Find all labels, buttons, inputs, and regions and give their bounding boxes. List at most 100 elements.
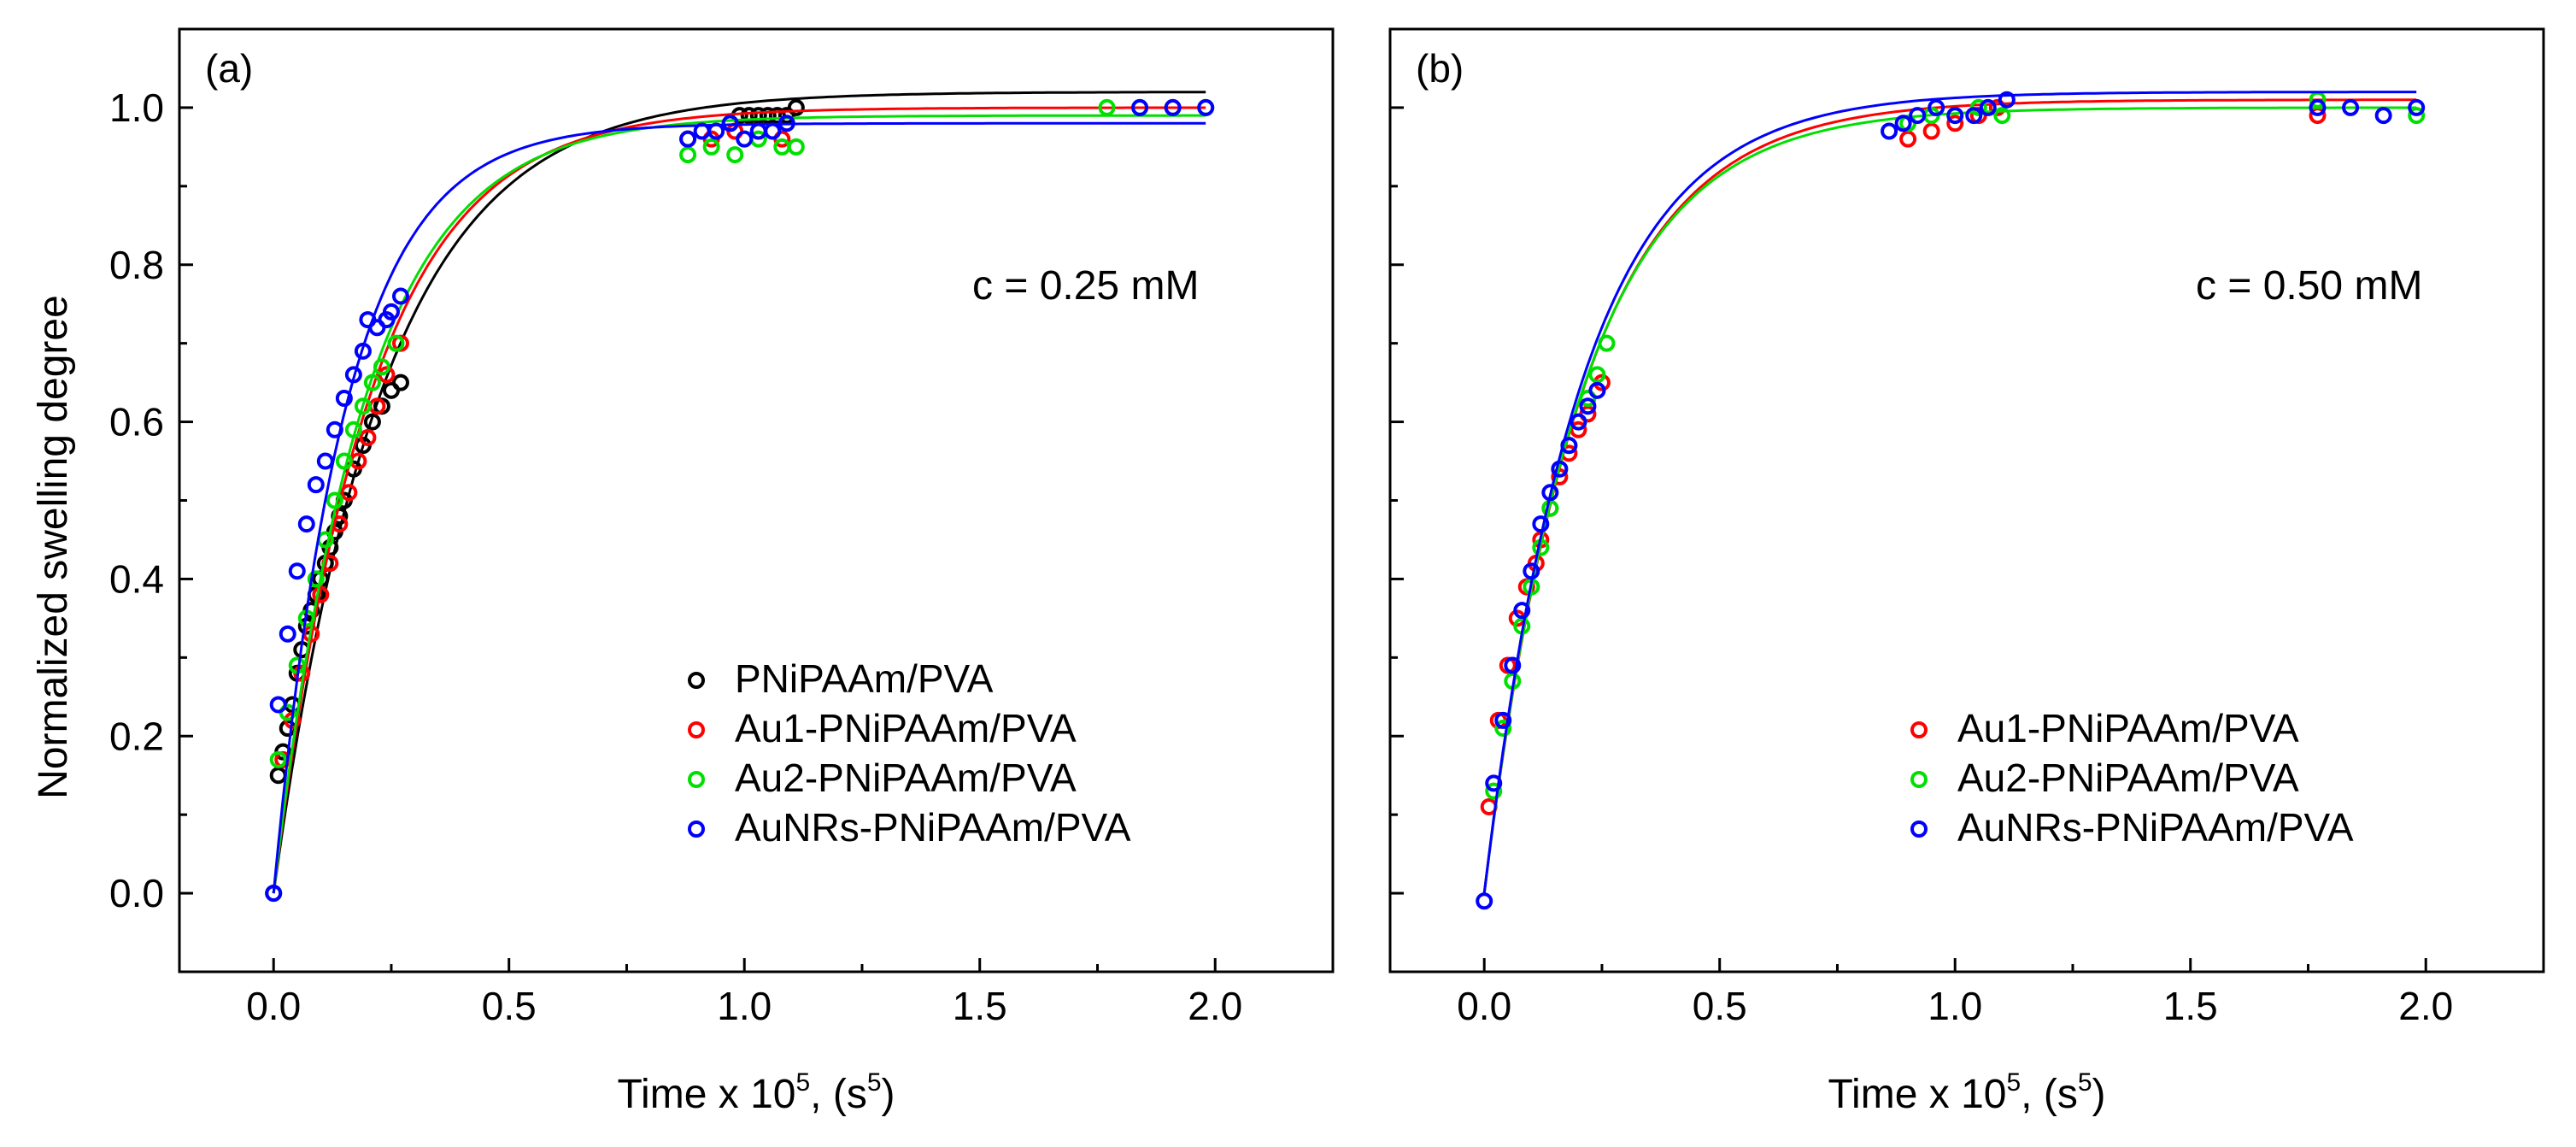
data-point-b-2-17 xyxy=(1946,107,1964,125)
data-point-b-2-15 xyxy=(1909,107,1927,125)
data-point-b-1-12 xyxy=(1598,334,1616,352)
x-tick-label-a-0: 0.0 xyxy=(246,984,301,1028)
x-tick-label-a-2: 1.0 xyxy=(717,984,772,1028)
data-point-a-2-7 xyxy=(335,452,353,470)
data-point-b-1-0 xyxy=(1485,782,1503,800)
x-axis-label-b-sup: 5 xyxy=(2006,1068,2021,1097)
data-point-b-2-3 xyxy=(1504,656,1522,674)
data-point-a-2-0 xyxy=(269,750,287,768)
data-point-a-2-18 xyxy=(787,138,805,156)
data-point-b-2-23 xyxy=(2374,107,2392,125)
data-point-b-2-5 xyxy=(1523,562,1540,580)
x-tick-label-b-4: 2.0 xyxy=(2398,984,2453,1028)
legend-marker-a-2 xyxy=(688,771,705,788)
x-tick-label-a-3: 1.5 xyxy=(953,984,1007,1028)
y-axis-label: Normalized swelling degree xyxy=(31,295,76,799)
x-tick-label-b-1: 0.5 xyxy=(1693,984,1747,1028)
data-point-a-3-15 xyxy=(391,287,409,305)
data-point-b-2-9 xyxy=(1560,437,1578,455)
data-point-b-2-10 xyxy=(1570,413,1587,431)
data-point-a-3-8 xyxy=(335,390,353,408)
data-point-a-2-11 xyxy=(373,358,390,376)
fit-curve-b-2 xyxy=(1482,91,2417,894)
y-tick-label-a-0: 0.0 xyxy=(109,871,164,915)
data-point-a-3-19 xyxy=(721,115,739,132)
legend-marker-b-2 xyxy=(1910,821,1928,838)
data-point-b-2-19 xyxy=(1979,98,1997,116)
data-point-a-1-7 xyxy=(340,484,358,502)
legend-marker-b-0 xyxy=(1910,721,1928,738)
data-point-a-3-25 xyxy=(1164,98,1182,116)
data-point-a-0-18 xyxy=(363,413,381,431)
data-point-b-2-7 xyxy=(1541,484,1559,502)
panel-a: 0.0 0.5 1.0 1.5 2.0 0.0 0.2 0.4 0.6 0.8 1.0 (a) c … xyxy=(109,27,1335,1028)
data-point-b-2-18 xyxy=(1965,107,1983,125)
fit-curve-a-3 xyxy=(272,121,1206,894)
x-axis-label-b-end: ) xyxy=(2092,1072,2106,1117)
data-point-b-1-11 xyxy=(1588,366,1606,384)
data-point-a-3-3 xyxy=(288,562,306,580)
data-point-b-2-14 xyxy=(1894,115,1912,132)
data-point-a-2-15 xyxy=(726,146,744,164)
data-point-a-0-25 xyxy=(749,107,767,125)
x-axis-label-b: Time x 105, (s5) xyxy=(1828,1068,2106,1117)
data-point-a-2-10 xyxy=(363,374,381,391)
data-point-b-1-1 xyxy=(1494,720,1512,738)
x-tick-label-a-1: 0.5 xyxy=(482,984,537,1028)
data-point-a-3-20 xyxy=(736,130,754,148)
x-tick-label-b-2: 1.0 xyxy=(1928,984,1982,1028)
data-point-b-2-16 xyxy=(1928,98,1945,116)
legend-marker-a-1 xyxy=(688,721,705,738)
concentration-annotation-a: c = 0.25 mM xyxy=(972,263,1199,309)
data-point-a-1-4 xyxy=(312,585,330,603)
data-point-b-2-4 xyxy=(1513,602,1531,620)
x-axis-label-a-after: , (s xyxy=(810,1072,867,1117)
panel-b: 0.0 0.5 1.0 1.5 2.0 (b) c = 0.50 mM Au1-PNiP… xyxy=(1388,27,2545,1028)
x-axis-label-b-sup2: 5 xyxy=(2078,1068,2092,1097)
x-axis-label-b-after: , (s xyxy=(2021,1072,2078,1117)
legend-label-b-0: Au1-PNiPAAm/PVA xyxy=(1957,706,2299,750)
data-point-a-2-14 xyxy=(702,138,720,156)
x-axis-label-a-main: Time x 10 xyxy=(618,1072,796,1117)
data-point-b-2-13 xyxy=(1881,122,1898,140)
data-point-a-2-13 xyxy=(679,146,697,164)
y-tick-label-a-3: 0.6 xyxy=(109,400,164,444)
data-point-b-2-21 xyxy=(2309,98,2327,116)
data-point-b-2-6 xyxy=(1532,515,1550,533)
legend-label-b-2: AuNRs-PNiPAAm/PVA xyxy=(1957,805,2354,850)
panel-label-b: (b) xyxy=(1416,46,1464,91)
data-point-a-0-21 xyxy=(391,374,409,391)
data-point-a-0-26 xyxy=(759,107,777,125)
y-tick-label-a-2: 0.4 xyxy=(109,556,164,601)
x-axis-label-b-main: Time x 10 xyxy=(1828,1072,2007,1117)
data-point-b-2-20 xyxy=(1998,91,2016,109)
data-point-a-3-10 xyxy=(354,342,372,360)
data-point-b-2-11 xyxy=(1579,397,1597,415)
fit-curve-b-1 xyxy=(1482,106,2417,894)
y-tick-label-a-5: 1.0 xyxy=(109,85,164,130)
x-axis-label-a-end: ) xyxy=(882,1072,895,1117)
data-point-a-3-7 xyxy=(326,421,343,438)
data-point-a-3-14 xyxy=(382,303,400,321)
data-point-a-3-0 xyxy=(265,885,283,903)
legend-marker-a-0 xyxy=(688,672,705,689)
data-point-a-3-16 xyxy=(679,130,697,148)
y-tick-label-a-1: 0.2 xyxy=(109,714,164,758)
data-point-b-2-22 xyxy=(2342,98,2360,116)
legend-label-a-1: Au1-PNiPAAm/PVA xyxy=(735,706,1077,750)
legend-marker-b-1 xyxy=(1910,771,1928,788)
data-point-a-3-18 xyxy=(707,122,725,140)
data-point-a-3-4 xyxy=(297,515,315,533)
data-point-b-0-10 xyxy=(1570,421,1587,438)
legend-marker-a-3 xyxy=(688,821,705,838)
data-point-a-2-4 xyxy=(307,570,325,588)
data-point-b-2-24 xyxy=(2408,98,2426,116)
data-point-a-3-5 xyxy=(307,476,325,494)
data-point-a-2-6 xyxy=(326,491,343,509)
legend-label-a-2: Au2-PNiPAAm/PVA xyxy=(735,756,1077,800)
panel-label-a: (a) xyxy=(205,46,253,91)
data-point-b-0-13 xyxy=(1899,130,1917,148)
data-point-a-0-29 xyxy=(787,98,805,116)
data-point-b-2-0 xyxy=(1476,892,1493,910)
data-point-a-2-9 xyxy=(354,397,372,415)
